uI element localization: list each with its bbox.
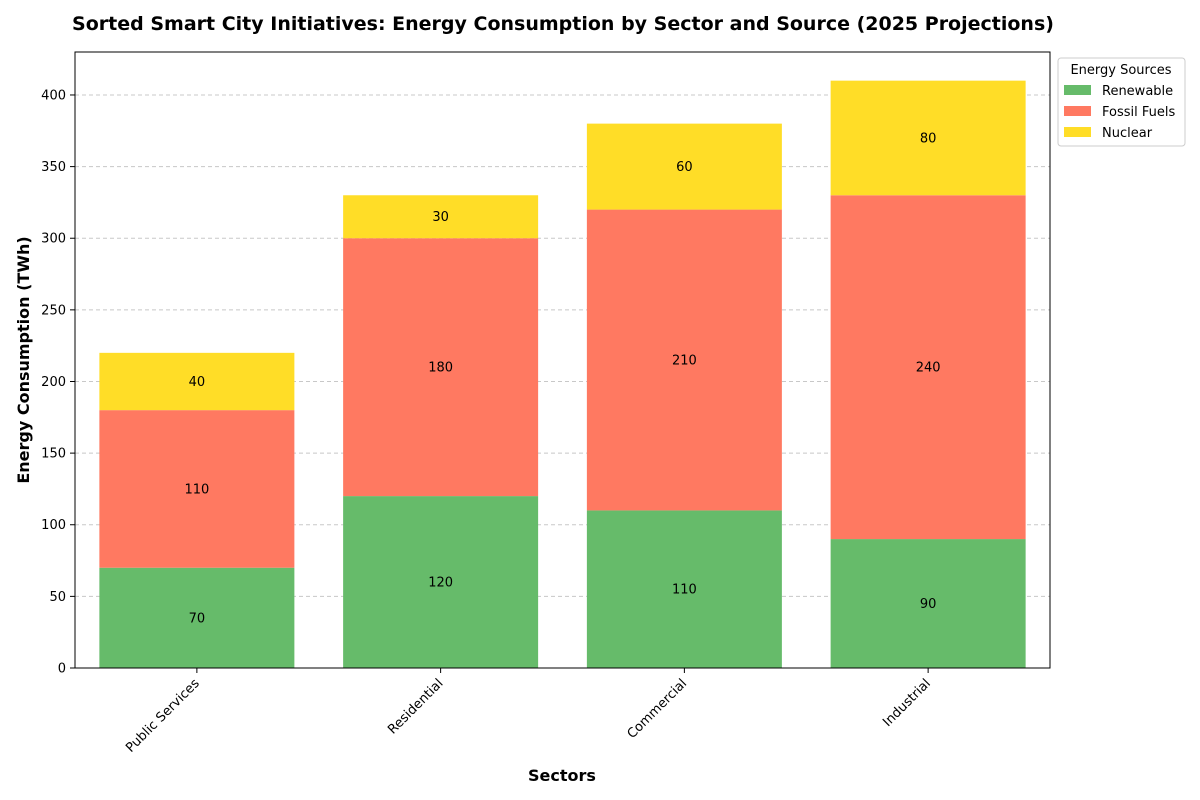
data-label: 90 <box>920 597 937 612</box>
bar-segment <box>586 510 782 668</box>
x-axis-label: Sectors <box>528 766 596 785</box>
bar-segment <box>586 209 782 511</box>
data-label: 240 <box>916 361 941 376</box>
data-label: 210 <box>672 354 697 369</box>
legend-items: Renewable Fossil Fuels Nuclear <box>1064 84 1175 141</box>
y-tick-label: 0 <box>58 662 66 677</box>
data-label: 40 <box>189 375 206 390</box>
x-tick-label: Commercial <box>625 676 691 742</box>
bar-segment <box>343 496 539 668</box>
y-tick-label: 150 <box>41 447 66 462</box>
x-tick-label: Residential <box>385 676 446 737</box>
bar-segment <box>343 238 539 497</box>
legend-title: Energy Sources <box>1070 63 1171 78</box>
y-tick-label: 250 <box>41 303 66 318</box>
x-axis-ticks: Public Services Residential Commercial Indu… <box>123 668 934 756</box>
x-tick-label: Industrial <box>880 676 934 730</box>
y-tick-label: 300 <box>41 232 66 247</box>
y-tick-label: 100 <box>41 518 66 533</box>
legend-label: Fossil Fuels <box>1102 105 1175 120</box>
legend-box <box>1057 57 1186 147</box>
data-label: 110 <box>184 482 209 497</box>
bar-segment <box>99 352 295 411</box>
bar-segment <box>99 410 295 568</box>
bar-segment <box>830 80 1026 196</box>
legend-swatch <box>1064 106 1091 116</box>
y-axis-ticks: 0 50 100 150 200 250 300 350 400 <box>41 88 75 677</box>
y-tick-label: 50 <box>49 590 66 605</box>
data-label: 80 <box>920 131 937 146</box>
y-tick-label: 400 <box>41 88 66 103</box>
legend-swatch <box>1064 127 1091 137</box>
data-label: 30 <box>432 210 449 225</box>
legend-swatch <box>1064 85 1091 95</box>
data-label: 70 <box>189 611 206 626</box>
data-labels: 70 110 40 120 180 30 110 210 60 90 240 80 <box>184 131 940 626</box>
y-tick-label: 350 <box>41 160 66 175</box>
y-tick-label: 200 <box>41 375 66 390</box>
bar-segment <box>830 195 1026 540</box>
legend-label: Renewable <box>1102 84 1173 99</box>
data-label: 60 <box>676 160 693 175</box>
data-label: 180 <box>428 361 453 376</box>
legend: Energy Sources Renewable Fossil Fuels Nucl… <box>1057 57 1186 147</box>
bar-segment <box>830 539 1026 668</box>
data-label: 110 <box>672 583 697 598</box>
legend-label: Nuclear <box>1102 126 1153 141</box>
data-label: 120 <box>428 576 453 591</box>
bar-segment <box>586 123 782 210</box>
x-tick-label: Public Services <box>123 676 203 756</box>
bars <box>99 80 1026 668</box>
bar-segment <box>343 195 539 239</box>
plot-frame <box>74 51 1051 669</box>
y-axis-label: Energy Consumption (TWh) <box>14 236 33 483</box>
chart-title: Sorted Smart City Initiatives: Energy Co… <box>72 13 1054 35</box>
bar-segment <box>99 567 295 668</box>
